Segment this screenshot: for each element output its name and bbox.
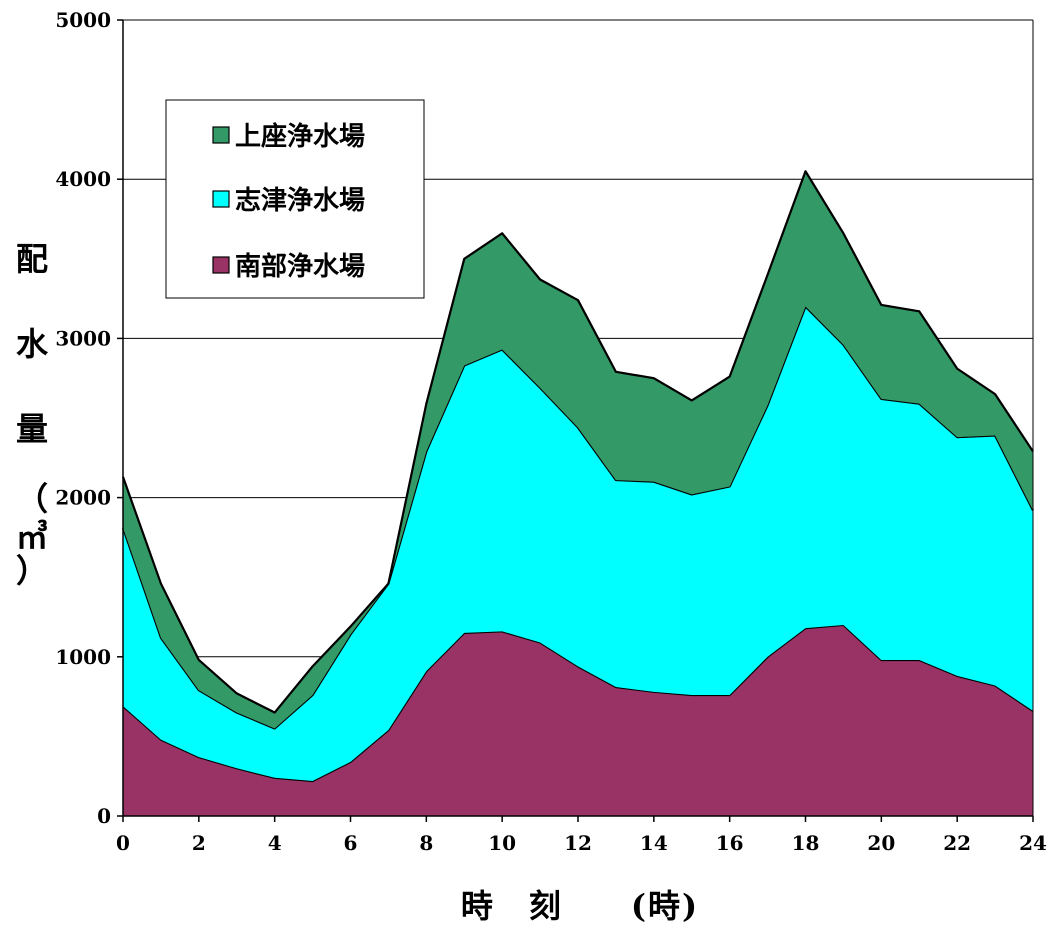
- area-series: [121, 170, 1034, 816]
- legend-label: 南部浄水場: [235, 252, 365, 282]
- x-tick-label: 24: [1019, 831, 1047, 855]
- y-axis-title-char: （: [16, 480, 50, 518]
- x-tick-label: 22: [943, 831, 971, 855]
- y-axis-title-char: 配: [16, 240, 50, 278]
- y-tick-label: 4000: [55, 167, 111, 191]
- legend-item: 南部浄水場: [212, 252, 365, 282]
- y-tick-label: 5000: [55, 8, 111, 32]
- legend-label: 上座浄水場: [235, 121, 365, 152]
- legend-swatch: [212, 190, 230, 208]
- x-tick-label: 4: [268, 831, 282, 855]
- x-tick-label: 12: [564, 831, 592, 855]
- y-tick-labels: 0 1000 2000 3000 4000 5000: [55, 8, 111, 828]
- y-tick-label: 1000: [55, 645, 111, 669]
- y-tick-label: 3000: [55, 326, 111, 350]
- area-series-1: [123, 306, 1033, 781]
- legend-label: 志津浄水場: [235, 186, 365, 216]
- x-tick-label: 6: [344, 831, 358, 855]
- y-axis-title: 配水量 （㎥）: [16, 240, 50, 590]
- legend-swatch: [212, 126, 230, 144]
- area-series-outline-2: [121, 170, 1034, 714]
- x-tick-label: 14: [640, 831, 668, 855]
- x-tick-label: 2: [192, 831, 206, 855]
- axes: [117, 19, 1034, 822]
- area-series-0: [123, 624, 1033, 816]
- x-axis-title: 時 刻 (時): [461, 887, 699, 925]
- x-tick-labels: 0 2 4 6 8 10 12 14 16 18 20 22 24: [116, 831, 1047, 855]
- x-tick-label: 10: [488, 831, 516, 855]
- x-tick-label: 0: [116, 831, 130, 855]
- y-axis-title-char: ）: [16, 552, 50, 590]
- y-axis-title-char: 量: [16, 410, 50, 448]
- y-axis-title-char: ㎥: [16, 518, 50, 556]
- x-tick-label: 18: [792, 831, 820, 855]
- x-tick-label: 8: [419, 831, 433, 855]
- y-tick-label: 0: [97, 804, 111, 828]
- x-tick-label: 16: [716, 831, 744, 855]
- legend-item: 志津浄水場: [212, 186, 365, 216]
- x-tick-label: 20: [867, 831, 895, 855]
- y-axis-title-char: 水: [16, 325, 50, 363]
- legend-box: [165, 99, 425, 299]
- y-tick-label: 2000: [55, 486, 111, 510]
- legend-item: 上座浄水場: [212, 121, 365, 152]
- legend-swatch: [212, 256, 230, 274]
